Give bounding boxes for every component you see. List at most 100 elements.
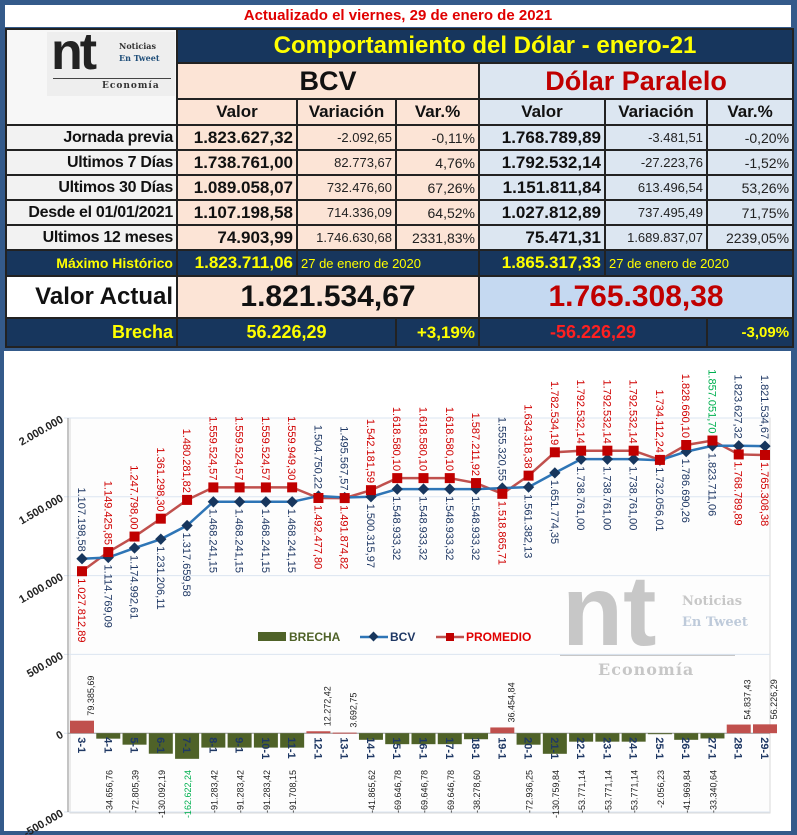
par-pct: -0,20% [705, 124, 795, 151]
brecha-label: 79.385,69 [86, 676, 96, 716]
promedio-point [392, 473, 403, 484]
brecha-bar [464, 733, 489, 740]
table-row: Ultimos 12 meses 74.903,99 1.746.630,68 … [5, 224, 795, 251]
dollar-chart: nt Noticias En Tweet Economía -500.00005… [4, 351, 791, 835]
logo-line1: Noticias [119, 41, 156, 51]
x-tick-label: 23-1 [600, 737, 612, 759]
bcv-point [181, 519, 193, 532]
bcv-point [391, 483, 403, 495]
brecha-label: -41.865,62 [367, 770, 377, 813]
x-tick-label: 24-1 [627, 737, 639, 759]
watermark-mark: nt [562, 555, 656, 667]
promedio-label: 1.734.112,24 [653, 389, 665, 452]
brecha-label: -53.771,14 [630, 770, 640, 813]
brecha-par-pct: -3,09% [705, 317, 795, 348]
logo: nt Noticias En Tweet Economía [5, 28, 178, 126]
promedio-label: 1.559.524,57 [259, 416, 271, 480]
promedio-point [733, 449, 744, 460]
bcv-variacion: 714.336,09 [296, 199, 397, 226]
brecha-label: -53.771,14 [603, 770, 613, 813]
promedio-point [234, 482, 245, 493]
bcv-label: 1.231.206,11 [154, 546, 166, 609]
par-variacion: -3.481,51 [604, 124, 708, 151]
bcv-point [444, 483, 456, 495]
x-tick-label: 3-1 [75, 737, 87, 753]
x-tick-label: 18-1 [469, 737, 481, 759]
promedio-point [182, 494, 193, 505]
x-tick-label: 12-1 [311, 737, 323, 759]
bcv-label: 1.561.382,13 [522, 494, 534, 558]
promedio-label: 1.618.580,10 [443, 407, 455, 471]
actual-par-value: 1.765.308,38 [477, 275, 795, 319]
promedio-label: 1.792.532,14 [600, 379, 612, 443]
promedio-point [681, 440, 692, 451]
row-label: Ultimos 12 meses [5, 224, 178, 251]
promedio-point [365, 485, 376, 496]
promedio-label: 1.480.281,82 [180, 429, 192, 493]
bcv-label: 1.317.659,58 [180, 533, 192, 597]
row-label: Desde el 01/01/2021 [5, 199, 178, 226]
legend-promedio-marker [446, 633, 454, 641]
promedio-point [260, 482, 271, 493]
bcv-point [417, 483, 430, 495]
bcv-valor: 1.107.198,58 [176, 199, 298, 226]
x-tick-label: 15-1 [390, 737, 402, 759]
par-pct: 71,75% [705, 199, 795, 226]
brecha-label: 56.226,29 [769, 679, 779, 719]
legend-promedio-label: PROMEDIO [466, 630, 531, 644]
brecha-label: -34.656,76 [104, 770, 114, 813]
bcv-label: 1.114.769,09 [101, 565, 113, 628]
promedio-point [444, 473, 455, 484]
bcv-point [128, 542, 141, 554]
x-tick-label: 8-1 [206, 737, 218, 753]
par-valor: 1.768.789,89 [478, 124, 606, 151]
legend-bcv-label: BCV [390, 630, 415, 644]
bcv-pct: 64,52% [395, 199, 480, 226]
brecha-bar [437, 733, 462, 745]
promedio-point [628, 445, 639, 456]
promedio-label: 1.587.211,92 [469, 413, 481, 476]
table-row: Desde el 01/01/2021 1.107.198,58 714.336… [5, 199, 795, 226]
promedio-label: 1.491.874,82 [338, 505, 350, 569]
par-valor: 75.471,31 [478, 224, 606, 251]
brecha-label: -33.340,64 [708, 770, 718, 813]
bcv-point [549, 467, 561, 479]
par-col-pct: Var.% [705, 98, 795, 126]
bcv-pct: 2331,83% [395, 224, 480, 251]
brecha-bar [280, 733, 305, 748]
bcv-variacion: 82.773,67 [296, 149, 397, 176]
promedio-point [576, 445, 587, 456]
brecha-label: -38.278,60 [472, 770, 482, 813]
brecha-label: -91.283,42 [236, 770, 246, 813]
brecha-bar [358, 733, 383, 740]
promedio-point [339, 493, 350, 504]
brecha-label: -69.646,78 [420, 770, 430, 813]
brecha-bar [385, 733, 410, 745]
par-pct: -1,52% [705, 149, 795, 176]
par-col-variacion: Variación [604, 98, 708, 126]
brecha-label: -72.936,25 [525, 770, 535, 813]
brecha-bar [674, 733, 699, 740]
bcv-label: 1.738.761,00 [600, 466, 612, 530]
bcv-label: 1.548.933,32 [390, 496, 402, 560]
promedio-label: 1.782.534,19 [548, 381, 560, 445]
par-col-valor: Valor [478, 98, 606, 126]
brecha-bar [253, 733, 278, 748]
bcv-label: 1.821.534,67 [758, 375, 770, 439]
par-pct: 53,26% [705, 174, 795, 201]
bcv-label: 1.107.198,58 [75, 487, 87, 551]
brecha-par-value: -56.226,29 [478, 317, 708, 348]
actual-row: Valor Actual 1.821.534,67 1.765.308,38 [5, 275, 795, 319]
x-tick-label: 9-1 [233, 737, 245, 753]
promedio-point [155, 513, 166, 524]
promedio-point [129, 531, 140, 542]
row-label: Jornada previa [5, 124, 178, 151]
brecha-label: 36.454,84 [506, 682, 516, 722]
par-variacion: 737.495,49 [604, 199, 708, 226]
promedio-point [654, 454, 665, 465]
brecha-bar [201, 733, 226, 748]
bcv-label: 1.738.761,00 [574, 466, 586, 530]
x-tick-label: 22-1 [574, 737, 586, 759]
bcv-label: 1.468.241,15 [259, 509, 271, 573]
brecha-bar [647, 733, 672, 735]
